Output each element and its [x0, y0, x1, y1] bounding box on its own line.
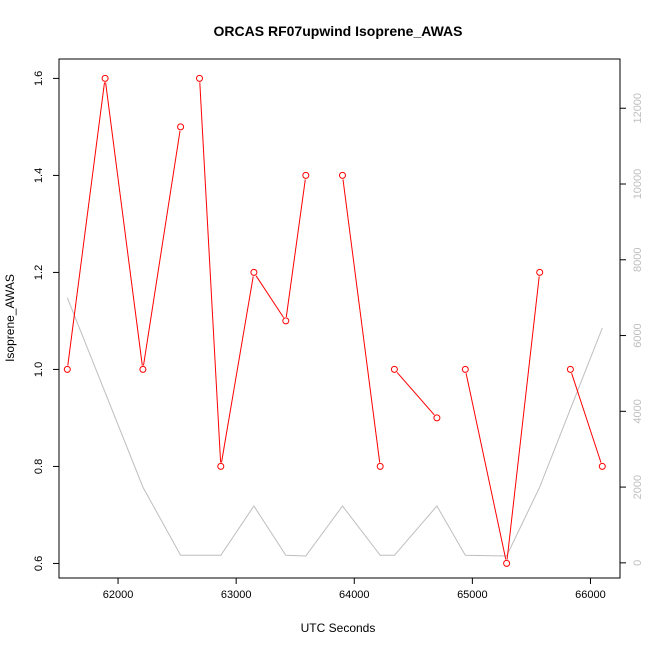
x-tick-label: 63000 [221, 589, 252, 601]
y2-tick-label: 10000 [632, 169, 644, 200]
data-point [139, 365, 147, 373]
data-point [63, 365, 71, 373]
data-point [101, 74, 109, 82]
series-segment [465, 373, 507, 560]
x-tick-label: 64000 [339, 589, 370, 601]
data-point [177, 123, 185, 131]
chart-title: ORCAS RF07upwind Isoprene_AWAS [214, 23, 463, 39]
y-tick-label: 0.8 [33, 459, 45, 474]
x-tick-label: 65000 [457, 589, 488, 601]
y-axis-right: 0 2000 4000 6000 8000 10000 12000 [620, 93, 644, 566]
series-segment [105, 82, 143, 366]
y2-tick-label: 4000 [632, 399, 644, 423]
x-tick-label: 62000 [103, 589, 134, 601]
y-tick-label: 1.4 [33, 168, 45, 183]
y2-tick-label: 2000 [632, 475, 644, 499]
series-segment [221, 276, 254, 463]
data-point [390, 365, 398, 373]
series-segment [143, 130, 181, 366]
data-point [598, 462, 606, 470]
data-point [250, 268, 258, 276]
data-point [302, 171, 310, 179]
y2-tick-label: 6000 [632, 323, 644, 347]
x-tick-label: 66000 [575, 589, 606, 601]
data-point [217, 462, 225, 470]
right-axis-series-line [66, 297, 603, 557]
series-segment [571, 373, 602, 463]
y-tick-label: 1.6 [33, 71, 45, 86]
series-segment [67, 82, 105, 366]
x-axis-label: UTC Seconds [301, 621, 376, 635]
series-segment [285, 179, 306, 318]
data-point [339, 171, 346, 179]
left-axis-series-layer [63, 74, 606, 567]
series-segment [396, 372, 435, 416]
series-segment [342, 179, 381, 463]
data-point [433, 414, 441, 422]
data-point [536, 268, 544, 276]
y2-tick-label: 12000 [632, 93, 644, 124]
data-point [282, 317, 290, 325]
series-segment [255, 275, 285, 318]
y-tick-label: 1.2 [33, 265, 45, 280]
series-segment [199, 82, 222, 463]
y-tick-label: 1.0 [33, 362, 45, 377]
data-point [376, 462, 384, 470]
y-axis-left: 0.6 0.8 1.0 1.2 1.4 1.6 [33, 71, 59, 571]
plot-frame [58, 58, 621, 579]
right-axis-series-layer [66, 297, 603, 557]
y2-tick-label: 0 [632, 560, 644, 566]
data-point [566, 365, 574, 373]
x-axis: 62000 63000 64000 65000 66000 [103, 578, 606, 601]
data-point [503, 559, 511, 567]
series-segment [506, 276, 540, 560]
data-point [196, 74, 203, 82]
y-tick-label: 0.6 [33, 556, 45, 571]
y-axis-label: Isoprene_AWAS [3, 274, 17, 362]
y2-tick-label: 8000 [632, 248, 644, 272]
data-point [461, 365, 469, 373]
